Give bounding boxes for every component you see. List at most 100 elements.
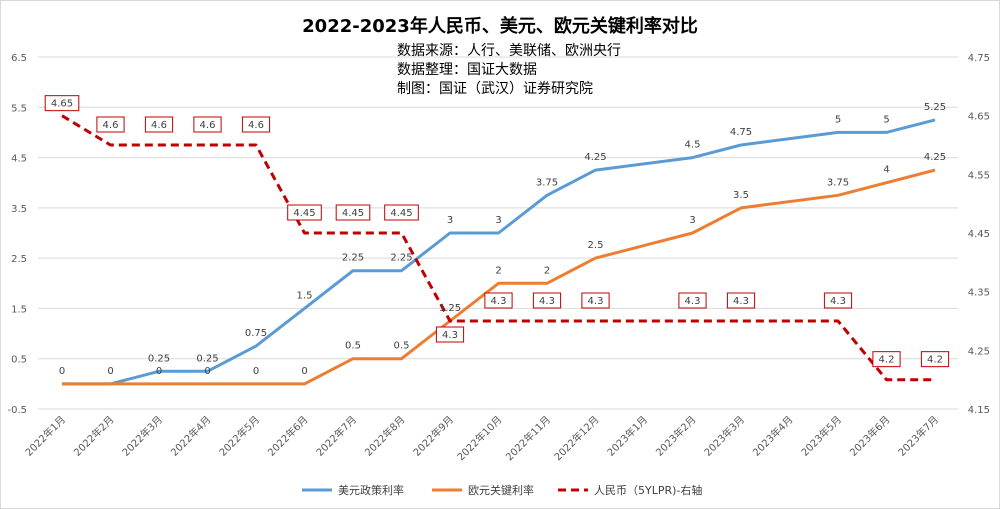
source-note: 数据来源：人行、美联储、欧洲央行 [397, 43, 621, 59]
data-label-box [823, 292, 853, 309]
left-axis-tick: -0.5 [7, 405, 27, 416]
right-axis-tick: 4.35 [968, 288, 990, 299]
left-axis-tick: 5.5 [11, 103, 27, 114]
data-label-box [144, 116, 174, 133]
data-label: 4.75 [730, 127, 752, 138]
x-axis-tick: 2022年2月 [71, 413, 117, 459]
left-axis-tick: 6.5 [11, 53, 27, 64]
data-label: 2.25 [390, 253, 412, 264]
x-axis-tick: 2022年11月 [503, 413, 553, 463]
data-label-box [287, 204, 322, 221]
data-label: 5 [883, 114, 889, 125]
data-label: 3.75 [827, 177, 849, 188]
data-label-box [335, 204, 371, 221]
left-axis-tick: 3.5 [11, 204, 27, 215]
legend-label: 美元政策利率 [338, 483, 404, 497]
series-line-0 [62, 118, 936, 386]
data-label: 2 [495, 265, 501, 276]
x-axis-tick: 2022年6月 [265, 413, 311, 459]
data-label: 4.45 [293, 208, 315, 219]
data-label: 4.3 [830, 296, 846, 307]
data-label: 3.75 [536, 177, 558, 188]
data-label-box [384, 204, 419, 221]
data-label: 4.65 [51, 99, 73, 110]
data-label-box [532, 292, 562, 309]
x-axis-tick: 2022年7月 [313, 413, 359, 459]
data-label: 0 [253, 366, 259, 377]
x-axis-tick: 2023年1月 [604, 413, 650, 459]
legend-label: 欧元关键利率 [468, 483, 534, 497]
chart-title: 2022-2023年人民币、美元、欧元关键利率对比 [302, 16, 698, 37]
data-label: 0 [59, 366, 65, 377]
source-notes: 数据来源：人行、美联储、欧洲央行 数据整理：国证大数据 制图：国证（武汉）证券研… [397, 42, 621, 99]
right-axis-tick: 4.25 [968, 346, 990, 357]
data-label: 4.3 [539, 296, 555, 307]
x-axis-tick: 2022年5月 [216, 413, 262, 459]
legend-label: 人民币（5YLPR)-右轴 [594, 483, 702, 497]
compiler-note: 数据整理：国证大数据 [397, 62, 537, 78]
series-line-2 [61, 114, 935, 382]
data-label: 4.3 [733, 296, 749, 307]
data-label: 4.45 [342, 208, 364, 219]
data-label: 0 [156, 366, 162, 377]
data-label: 4.45 [390, 208, 412, 219]
x-axis-tick: 2022年10月 [454, 413, 504, 463]
series-line-1 [62, 168, 936, 386]
data-label: 1.5 [297, 290, 313, 301]
data-label: 0 [301, 366, 307, 377]
left-axis-tick: 1.5 [11, 304, 27, 315]
left-axis-tick: 2.5 [11, 254, 27, 265]
data-label: 4.6 [248, 120, 264, 131]
data-label: 3.5 [733, 190, 749, 201]
data-label-box [872, 351, 901, 368]
data-label: 4.6 [151, 120, 167, 131]
data-label: 0.5 [345, 341, 361, 352]
data-label: 2.25 [342, 253, 364, 264]
data-label: 4.3 [442, 330, 458, 341]
data-label: 0.75 [245, 328, 267, 339]
data-label-box [193, 116, 222, 133]
data-label: 4.3 [491, 296, 507, 307]
data-label: 4.3 [588, 296, 604, 307]
data-label: 2 [544, 265, 550, 276]
data-label-box [241, 116, 271, 133]
data-label: 4.6 [200, 120, 216, 131]
x-axis-tick: 2023年6月 [847, 413, 893, 459]
data-label-box [96, 116, 125, 133]
x-axis-tick: 2022年4月 [168, 413, 214, 459]
data-label: 3 [495, 215, 501, 226]
left-axis-tick: 4.5 [11, 154, 27, 165]
data-label: 1.25 [439, 303, 461, 314]
data-label: 0.25 [196, 353, 218, 364]
x-axis-tick: 2022年8月 [362, 413, 408, 459]
left-axis-tick: 0.5 [11, 355, 27, 366]
x-axis-tick: 2023年5月 [798, 413, 844, 459]
data-label-box [44, 95, 80, 112]
data-label: 4.5 [685, 140, 701, 151]
data-label: 0.5 [394, 341, 410, 352]
data-label-box [435, 326, 465, 343]
data-label: 0.25 [148, 353, 170, 364]
x-axis-tick: 2023年3月 [701, 413, 747, 459]
data-label: 4.25 [924, 152, 946, 163]
x-axis-tick: 2022年1月 [22, 413, 68, 459]
data-label: 0 [107, 366, 113, 377]
right-axis-tick: 4.15 [968, 405, 990, 416]
data-label-box [920, 351, 950, 368]
x-axis-tick: 2022年3月 [119, 413, 165, 459]
data-label: 5.25 [924, 102, 946, 113]
data-label: 4.3 [685, 296, 701, 307]
data-label: 4.2 [879, 355, 895, 366]
right-axis-tick: 4.65 [968, 112, 990, 123]
data-label: 4.25 [584, 152, 606, 163]
data-label: 5 [835, 114, 841, 125]
x-axis-tick: 2022年12月 [551, 413, 601, 463]
right-axis-tick: 4.75 [968, 53, 990, 64]
right-axis-tick: 4.45 [968, 229, 990, 240]
data-label-box [484, 292, 513, 309]
x-axis-tick: 2023年2月 [653, 413, 699, 459]
data-label: 2.5 [588, 240, 604, 251]
data-label-box [726, 292, 756, 309]
